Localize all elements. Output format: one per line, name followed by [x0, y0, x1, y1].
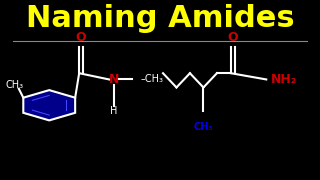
Text: N: N — [108, 73, 119, 86]
Text: NH₂: NH₂ — [271, 73, 297, 86]
Text: O: O — [76, 31, 86, 44]
Polygon shape — [23, 90, 75, 120]
Text: CH₃: CH₃ — [5, 80, 23, 90]
Text: Naming Amides: Naming Amides — [26, 4, 294, 33]
Text: –CH₃: –CH₃ — [140, 75, 164, 84]
Text: O: O — [228, 31, 238, 44]
Text: CH₃: CH₃ — [194, 122, 213, 132]
Text: H: H — [110, 107, 117, 116]
